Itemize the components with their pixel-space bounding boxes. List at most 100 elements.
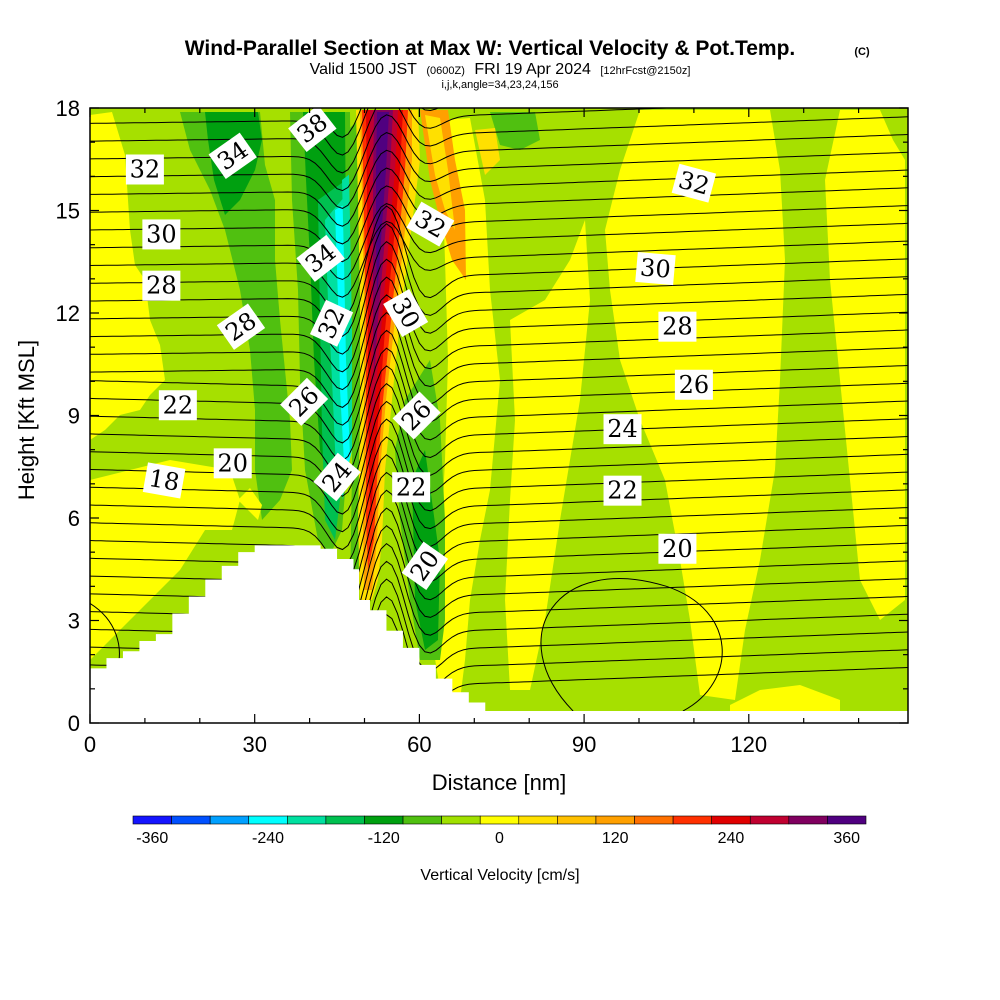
- contour-label-text: 32: [130, 156, 161, 184]
- contour-label-box: [125, 154, 164, 185]
- contour-label-box: [671, 163, 717, 203]
- contour-label-text: 22: [163, 391, 194, 419]
- colorbar-swatch: [711, 815, 751, 825]
- theta-contour-line: [90, 418, 908, 533]
- theta-contour-line: [90, 471, 908, 586]
- theta-contour-line: [90, 454, 908, 568]
- contour-label-text: 22: [396, 473, 427, 501]
- contour-label-text: 26: [679, 371, 710, 399]
- colorbar-swatch: [171, 815, 211, 825]
- contour-label-text: 22: [607, 477, 638, 505]
- contour-label-box: [280, 377, 329, 426]
- theta-contour-line: [90, 205, 908, 320]
- contour-label-box: [392, 391, 441, 440]
- colorbar-swatch: [518, 815, 558, 825]
- y-axis-label: Height [Kft MSL]: [14, 340, 39, 500]
- subtitle-valid: Valid 1500 JST: [310, 61, 418, 78]
- contour-label: 26: [674, 369, 713, 400]
- colorbar-swatch: [248, 815, 288, 825]
- contour-label: 30: [635, 251, 676, 286]
- contour-label: 28: [142, 270, 181, 301]
- contour-label-box: [309, 299, 354, 347]
- y-tick-label: 3: [68, 609, 80, 634]
- colorbar-swatch: [132, 815, 172, 825]
- theta-contour-line: [90, 108, 908, 174]
- contour-label: 22: [158, 390, 197, 421]
- colorbar-swatch: [402, 815, 442, 825]
- y-tick-label: 12: [56, 301, 80, 326]
- theta-contour-line: [90, 108, 681, 156]
- contour-label-box: [392, 472, 431, 503]
- contour-label-box: [216, 303, 266, 350]
- colorbar-tick-label: 240: [718, 830, 745, 847]
- contour-label-box: [288, 108, 337, 153]
- chart-subtitle: Valid 1500 JST (0600Z) FRI 19 Apr 2024 […: [310, 61, 691, 78]
- colorbar-tick-labels: -360 -240 -120 0 120 240 360: [136, 830, 860, 847]
- y-tick-label: 6: [68, 506, 80, 531]
- contour-label-box: [635, 251, 676, 286]
- colorbar-label: Vertical Velocity [cm/s]: [420, 867, 579, 884]
- theta-contour-line: [90, 329, 908, 444]
- x-tick-label: 0: [84, 732, 96, 757]
- colorbar-swatch: [672, 815, 712, 825]
- colorbar-tick-label: -360: [136, 830, 168, 847]
- contour-label-box: [383, 289, 429, 337]
- theta-contour-line: [90, 489, 908, 604]
- contour-label-text: 28: [146, 272, 177, 300]
- contour-label-box: [406, 201, 455, 247]
- vertical-velocity-shading: [90, 110, 905, 723]
- colorbar-swatch: [325, 815, 365, 825]
- theta-contour-line: [90, 223, 908, 337]
- theta-contour-line: [90, 149, 908, 227]
- y-tick-label: 15: [56, 199, 80, 224]
- x-tick-label: 120: [730, 732, 767, 757]
- contour-label-box: [674, 369, 713, 400]
- contour-label-box: [658, 311, 697, 342]
- colorbar-tick-label: 360: [833, 830, 860, 847]
- theta-contour-line: [90, 220, 908, 298]
- x-tick-label: 60: [407, 732, 431, 757]
- contour-label: 24: [603, 414, 642, 445]
- colorbar-swatch: [749, 815, 790, 825]
- contour-label-box: [142, 462, 186, 499]
- contour-label: 28: [658, 311, 697, 342]
- theta-contour-line: [90, 365, 908, 479]
- subtitle-date: FRI 19 Apr 2024: [474, 61, 591, 78]
- theta-contour-line: [90, 294, 908, 408]
- contour-label-box: [313, 452, 361, 502]
- colorbar-swatch: [479, 815, 520, 825]
- contour-label: 32: [125, 154, 164, 185]
- x-axis-label: Distance [nm]: [432, 770, 567, 795]
- theta-contour-line: [90, 276, 908, 391]
- y-tick-label: 0: [68, 711, 80, 736]
- colorbar-swatch: [557, 815, 597, 825]
- chart-title: Wind-Parallel Section at Max W: Vertical…: [185, 37, 796, 60]
- contour-label: 20: [213, 448, 252, 479]
- colorbar-tick-label: 0: [495, 830, 504, 847]
- contour-label: 22: [603, 475, 642, 506]
- contour-label: 32: [671, 163, 717, 203]
- axis-ticks: [89, 107, 908, 724]
- contour-label-text: 20: [217, 449, 248, 477]
- terrain: [90, 545, 908, 723]
- colorbar-swatch: [209, 815, 250, 825]
- x-axis-tick-labels: 0 30 60 90 120: [84, 732, 767, 757]
- theta-contour-line: [90, 240, 908, 355]
- contour-label-box: [658, 533, 697, 564]
- colorbar-swatch: [595, 815, 635, 825]
- x-tick-label: 90: [572, 732, 596, 757]
- contour-label-text: 24: [607, 415, 638, 443]
- grid-indices: i,j,k,angle=34,23,24,156: [441, 79, 558, 91]
- colorbar-tick-label: -120: [368, 830, 400, 847]
- subtitle-forecast: [12hrFcst@2150z]: [600, 65, 690, 77]
- subtitle-utc: (0600Z): [426, 65, 465, 77]
- y-axis-tick-labels: 0 3 6 9 12 15 18: [56, 96, 80, 736]
- colorbar-swatch: [634, 815, 674, 825]
- contour-label-text: 30: [146, 220, 177, 248]
- colorbar-swatch: [287, 815, 327, 825]
- contour-label-box: [296, 234, 345, 282]
- contour-label-box: [208, 132, 257, 180]
- contour-label-box: [158, 390, 197, 421]
- contour-label-text: 30: [639, 253, 672, 284]
